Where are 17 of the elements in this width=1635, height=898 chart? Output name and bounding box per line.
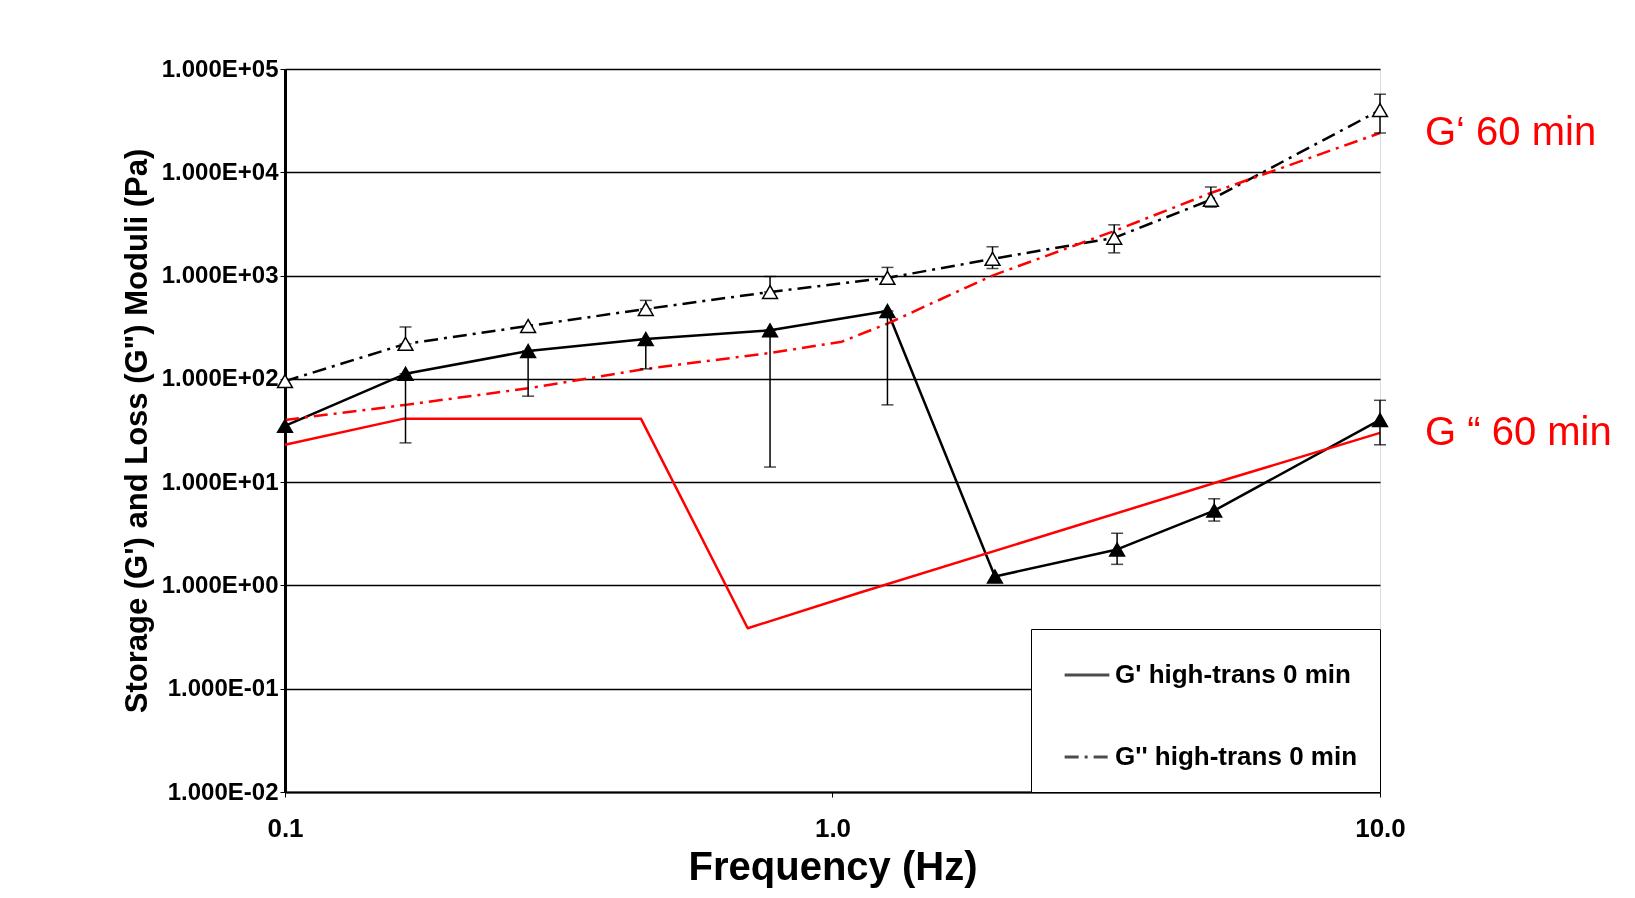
x-axis-title: Frequency (Hz)	[688, 843, 978, 888]
x-tick-label: 10.0	[1355, 812, 1406, 843]
y-axis-title: Storage (G') and Loss (G") Moduli (Pa)	[118, 148, 154, 714]
y-tick-label: 1.000E+02	[161, 364, 279, 392]
y-tick-label: 1.000E+03	[161, 261, 279, 289]
y-tick-label: 1.000E+04	[161, 157, 280, 185]
y-tick-label: 1.000E-02	[167, 777, 279, 805]
series-label: G‘ 60 min	[1425, 109, 1597, 154]
y-tick-label: 1.000E+05	[161, 54, 279, 82]
x-tick-label: 1.0	[814, 812, 852, 843]
x-tick-label: 0.1	[267, 812, 304, 843]
legend-label: G' high-trans 0 min	[1115, 659, 1351, 689]
y-tick-label: 1.000E-01	[167, 674, 279, 702]
y-tick-label: 1.000E+00	[161, 570, 279, 598]
y-tick-label: 1.000E+01	[161, 467, 279, 495]
legend-label: G'' high-trans 0 min	[1115, 741, 1358, 771]
series-label: G “ 60 min	[1425, 408, 1612, 453]
